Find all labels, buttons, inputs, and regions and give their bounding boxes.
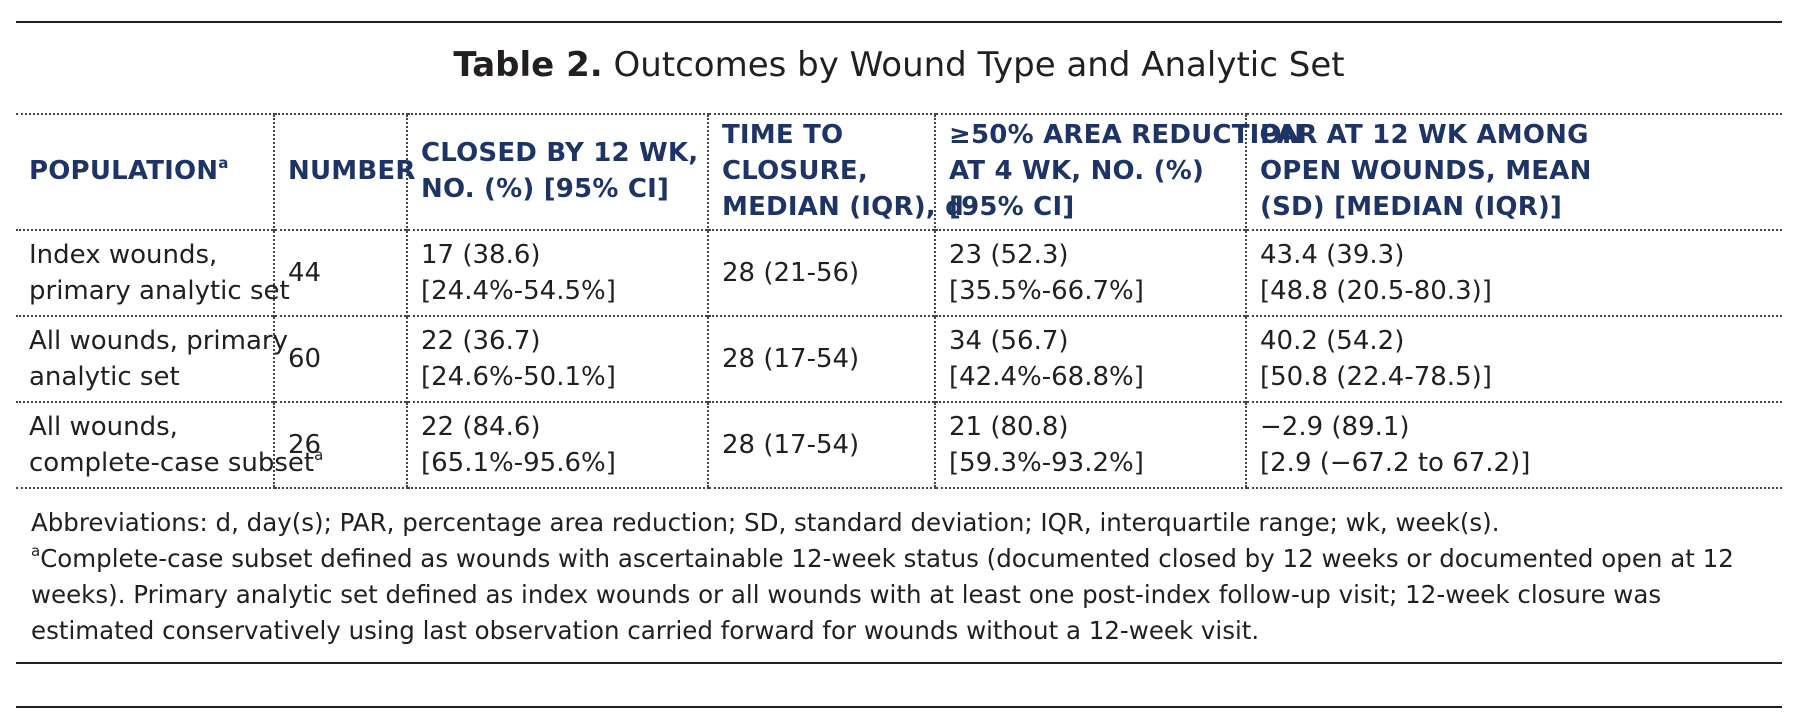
header-closed-line-2: NO. (%) [95% CI]: [421, 174, 670, 204]
table-footnotes: Abbreviations: d, day(s); PAR, percentag…: [31, 505, 1771, 649]
cell-par: 40.2 (54.2) [50.8 (22.4-78.5)]: [1245, 315, 1782, 402]
table-row: Index wounds, primary analytic set 44 17…: [16, 229, 1782, 316]
header-par-line-1: PAR AT 12 WK AMONG: [1260, 120, 1589, 150]
cell-par: 43.4 (39.3) [48.8 (20.5-80.3)]: [1245, 229, 1782, 316]
footnote-marker: a: [218, 154, 229, 172]
header-number: NUMBER: [273, 113, 416, 230]
header-closed-line-1: CLOSED BY 12 WK,: [421, 138, 699, 168]
complete-case-note: aComplete-case subset defined as wounds …: [31, 542, 1734, 646]
bottom-rule: [16, 662, 1782, 664]
cell-reduction: 21 (80.8) [59.3%-93.2%]: [934, 401, 1246, 489]
cell-number: 60: [273, 315, 407, 402]
top-rule: [16, 21, 1782, 23]
cell-population: Index wounds, primary analytic set: [16, 229, 290, 316]
cell-time: 28 (17-54): [707, 315, 935, 402]
cell-time: 28 (17-54): [707, 401, 935, 489]
cell-closed: 17 (38.6) [24.4%-54.5%]: [406, 229, 708, 316]
header-reduction-line-1: ≥50% AREA REDUCTION: [949, 120, 1304, 150]
cell-time: 28 (21-56): [707, 229, 935, 316]
header-population-label: POPULATIONa: [29, 154, 229, 187]
cell-number: 44: [273, 229, 407, 316]
cell-closed: 22 (84.6) [65.1%-95.6%]: [406, 401, 708, 489]
header-row: POPULATIONa NUMBER CLOSED BY 12 WK, NO. …: [16, 113, 1782, 230]
header-reduction-line-2: AT 4 WK, NO. (%): [949, 156, 1205, 186]
cell-population: All wounds, primary analytic set: [16, 315, 288, 402]
header-par-line-3: (SD) [MEDIAN (IQR)]: [1260, 192, 1563, 222]
cell-number: 26: [273, 401, 407, 489]
cell-reduction: 23 (52.3) [35.5%-66.7%]: [934, 229, 1246, 316]
page-bottom-rule: [16, 706, 1782, 708]
table-row: All wounds, complete-case subseta 26 22 …: [16, 401, 1782, 489]
header-time-line-3: MEDIAN (IQR), d: [722, 192, 964, 222]
cell-reduction: 34 (56.7) [42.4%-68.8%]: [934, 315, 1246, 402]
cell-closed: 22 (36.7) [24.6%-50.1%]: [406, 315, 708, 402]
header-par-line-2: OPEN WOUNDS, MEAN: [1260, 156, 1592, 186]
header-time: TIME TO CLOSURE, MEDIAN (IQR), d: [707, 113, 964, 230]
cell-par: −2.9 (89.1) [2.9 (−67.2 to 67.2)]: [1245, 401, 1782, 489]
header-population: POPULATIONa: [16, 113, 274, 230]
header-time-line-1: TIME TO: [722, 120, 844, 150]
outcomes-table: POPULATIONa NUMBER CLOSED BY 12 WK, NO. …: [16, 113, 1782, 489]
header-number-label: NUMBER: [288, 156, 416, 186]
header-closed: CLOSED BY 12 WK, NO. (%) [95% CI]: [406, 113, 708, 230]
header-reduction: ≥50% AREA REDUCTION AT 4 WK, NO. (%) [95…: [934, 113, 1304, 230]
header-par: PAR AT 12 WK AMONG OPEN WOUNDS, MEAN (SD…: [1245, 113, 1782, 230]
header-reduction-line-3: [95% CI]: [949, 192, 1075, 222]
footnote-marker: a: [31, 542, 41, 560]
cell-population: All wounds, complete-case subseta: [16, 401, 323, 489]
table-title: Table 2. Outcomes by Wound Type and Anal…: [0, 44, 1798, 86]
table-title-text: Outcomes by Wound Type and Analytic Set: [613, 45, 1345, 85]
header-time-line-2: CLOSURE,: [722, 156, 868, 186]
abbreviations-note: Abbreviations: d, day(s); PAR, percentag…: [31, 508, 1500, 537]
table-number: Table 2.: [453, 45, 603, 85]
table-row: All wounds, primary analytic set 60 22 (…: [16, 315, 1782, 402]
